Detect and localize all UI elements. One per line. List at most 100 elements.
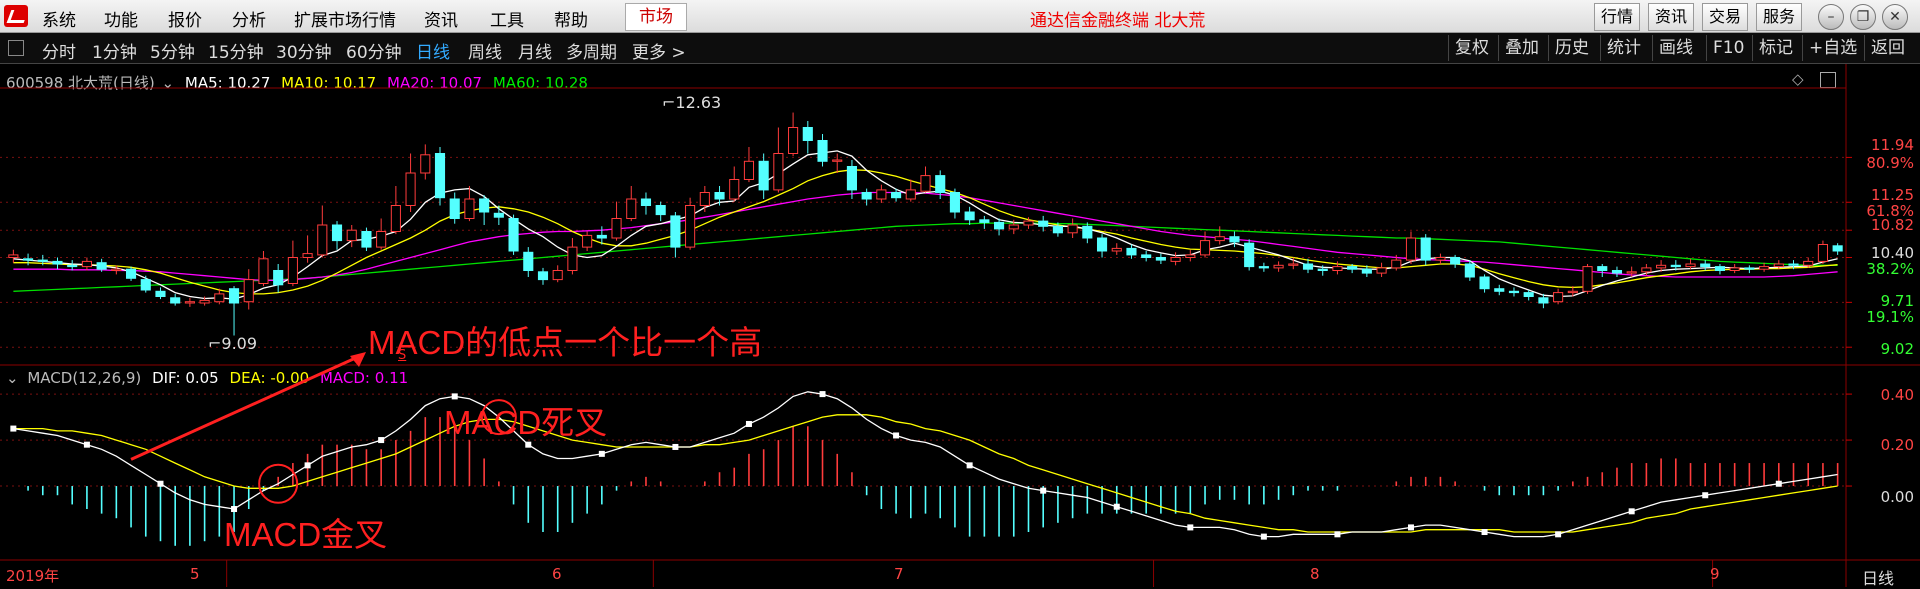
close-icon[interactable]: ✕ [1882,4,1908,30]
menu-help[interactable]: 帮助 [554,11,588,31]
candle-body [1714,266,1726,272]
candle-body [685,205,696,248]
period-5min[interactable]: 5分钟 [150,43,195,63]
dropdown-icon[interactable]: ⌄ [6,369,19,387]
period-daily[interactable]: 日线 [416,43,450,63]
dif-marker [1481,529,1488,536]
dif-marker [1187,524,1194,531]
candle-body [1244,242,1255,268]
history-button[interactable]: 历史 [1548,35,1595,61]
quote-button[interactable]: 行情 [1594,3,1641,31]
menu-analysis[interactable]: 分析 [232,11,266,31]
period-15min[interactable]: 15分钟 [208,43,264,63]
overlay-button[interactable]: 叠加 [1498,35,1545,61]
dif-marker [1628,508,1635,515]
dif-marker [1407,524,1414,531]
annotation-dead-cross: MACD死叉 [444,404,608,441]
macd-axis-label: 0.40 [1880,386,1914,404]
back-button[interactable]: 返回 [1864,35,1911,61]
candle-body [405,172,416,206]
candle-body [935,175,946,194]
menu-info[interactable]: 资讯 [424,11,458,31]
candle-body [434,153,446,199]
dif-marker [1260,533,1267,540]
menu-extended-market[interactable]: 扩展市场行情 [294,11,396,31]
candle-body [1067,224,1078,234]
macd-name-label: MACD(12,26,9) [27,369,142,387]
candle-body [1258,266,1269,269]
candle-body [273,270,284,286]
menu-system[interactable]: 系统 [42,11,76,31]
low-price-label: ⌐9.09 [208,334,258,353]
mark-button[interactable]: 标记 [1752,35,1799,61]
candle-body [567,246,578,272]
app-logo-icon[interactable] [4,5,28,27]
sell-marker: S [398,348,407,363]
trade-button[interactable]: 交易 [1702,3,1749,31]
candle-body [1700,263,1711,268]
period-60min[interactable]: 60分钟 [346,43,402,63]
candle-body [1038,220,1049,227]
dea-label: DEA: -0.00 [229,369,310,387]
candle-body [1729,267,1740,271]
candle-body [920,175,931,192]
menu-quote[interactable]: 报价 [168,11,202,31]
candle-body [258,258,269,284]
candle-body [714,192,725,200]
candle-body [1420,237,1431,261]
candle-body [1376,267,1387,274]
candle-body [1302,263,1314,270]
draw-line-button[interactable]: 画线 [1652,35,1699,61]
period-1min[interactable]: 1分钟 [92,43,137,63]
candle-body [1273,264,1284,269]
service-button[interactable]: 服务 [1756,3,1803,31]
candle-body [317,224,328,256]
candle-body [640,198,652,206]
candle-body [655,205,666,216]
restore-icon[interactable]: ❐ [1850,4,1876,30]
annotation-golden-cross: MACD金叉 [224,516,388,553]
period-weekly[interactable]: 周线 [468,43,502,63]
candle-body [1626,271,1637,274]
candle-body [1773,263,1784,268]
news-button[interactable]: 资讯 [1648,3,1695,31]
diamond-icon[interactable]: ◇ [1792,70,1804,88]
candle-body [449,198,460,219]
period-more[interactable]: 更多 > [632,43,686,63]
dif-marker [672,443,679,450]
candle-body [111,268,122,272]
candle-body [8,254,19,258]
candle-body [979,219,990,223]
year-label: 2019年 [6,567,60,585]
period-30min[interactable]: 30分钟 [276,43,332,63]
menu-function[interactable]: 功能 [104,11,138,31]
candle-body [67,264,78,268]
candle-body [302,253,313,259]
f10-button[interactable]: F10 [1706,35,1750,61]
candle-body [1155,257,1166,261]
dif-label: DIF: 0.05 [152,369,219,387]
statistics-button[interactable]: 统计 [1600,35,1647,61]
macd-axis-label: 0.00 [1880,488,1914,506]
candle-body [537,271,549,281]
period-monthly[interactable]: 月线 [518,43,552,63]
candle-body [1332,266,1343,272]
macd-axis-label: 0.20 [1880,436,1914,454]
add-watchlist-button[interactable]: +自选 [1802,35,1863,61]
candle-body [846,166,858,191]
candle-body [699,192,710,206]
candle-body [390,205,401,232]
adjust-button[interactable]: 复权 [1448,35,1495,61]
menu-tools[interactable]: 工具 [490,11,524,31]
period-multi[interactable]: 多周期 [566,43,617,63]
candle-body [1656,264,1667,269]
candle-body [1597,266,1608,272]
candle-body [331,224,343,242]
market-tab[interactable]: 市场 [625,3,687,31]
minimize-icon[interactable]: – [1818,4,1844,30]
candle-body [346,229,357,242]
dif-marker [1040,487,1047,494]
panel-toggle-icon[interactable] [8,40,24,56]
period-timeshare[interactable]: 分时 [42,43,76,63]
